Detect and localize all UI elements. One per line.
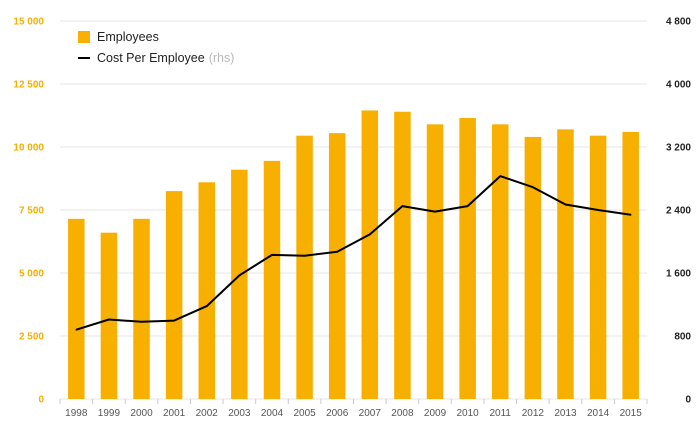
legend-cost-suffix: (rhs) [208,51,235,65]
x-tick-label: 2008 [391,408,414,419]
bar-employees [68,218,85,399]
point-cost-per-employee [532,186,534,188]
left-tick-label: 0 [38,395,44,406]
legend-item-cost: Cost Per Employee (rhs) [78,48,234,68]
x-tick-label: 2007 [359,408,382,419]
x-tick-label: 1998 [65,408,88,419]
legend-cost-label: Cost Per Employee [97,51,205,65]
legend-employees-label: Employees [97,30,159,44]
x-tick-label: 2013 [554,408,577,419]
point-cost-per-employee [238,274,241,277]
point-cost-per-employee [629,213,632,216]
left-axis-ticks: 0 2 500 5 000 7 500 10 000 12 500 15 000 [13,17,44,406]
bar-employees [361,110,379,400]
x-tick-label: 2002 [196,408,219,419]
line-cost-per-employee [76,175,631,331]
legend-line-swatch [78,57,90,59]
right-tick-label: 3 200 [666,143,691,154]
point-cost-per-employee [564,203,567,206]
x-tick-label: 2010 [457,408,480,419]
bar-employees [198,182,215,399]
x-tick-label: 2003 [228,408,251,419]
x-tick-label: 2009 [424,408,447,419]
point-cost-per-employee [369,233,371,236]
point-cost-per-employee [108,318,110,321]
x-tick-label: 2005 [293,408,316,419]
bar-employees [231,169,248,399]
bar-employees [622,131,639,399]
point-cost-per-employee [466,205,469,207]
point-cost-per-employee [597,209,599,211]
left-tick-label: 10 000 [13,143,44,154]
point-cost-per-employee [434,210,436,213]
x-axis-ticks: 1998 1999 2000 2001 2002 2003 2004 2005 2006 2007… [59,399,648,419]
left-tick-label: 2 500 [19,332,44,343]
legend-bar-swatch [78,31,90,43]
right-tick-label: 800 [674,332,691,343]
left-tick-label: 7 500 [19,206,44,217]
point-cost-per-employee [499,175,502,177]
bar-employees [524,136,542,400]
x-tick-label: 2011 [489,408,511,419]
x-tick-label: 2001 [163,408,186,419]
point-cost-per-employee [205,305,208,307]
bar-employees [589,135,607,399]
left-tick-label: 15 000 [13,17,44,28]
employees-bars [68,110,639,400]
bar-employees [557,129,574,400]
x-tick-label: 2012 [522,408,545,419]
bar-employees [459,118,476,400]
x-tick-label: 2006 [326,408,349,419]
bar-employees [492,124,509,399]
right-tick-label: 2 400 [666,206,691,217]
bar-employees [165,191,183,399]
x-tick-label: 1999 [98,408,121,419]
x-tick-label: 2000 [130,408,153,419]
point-cost-per-employee [303,254,306,257]
point-cost-per-employee [75,328,78,331]
bar-employees [263,160,281,399]
bar-employees [133,218,150,399]
left-tick-label: 12 500 [13,80,44,91]
point-cost-per-employee [173,319,175,322]
bar-employees [328,133,346,399]
right-tick-label: 4 000 [666,80,691,91]
bar-employees [100,232,118,399]
cost-per-employee-line [75,175,632,331]
point-cost-per-employee [140,321,143,323]
right-tick-label: 1 600 [666,269,691,280]
legend-item-employees: Employees [78,27,234,47]
bar-employees [426,124,444,399]
gridlines [60,20,647,400]
right-tick-label: 0 [685,395,691,406]
bar-employees [296,135,313,399]
right-axis-ticks: 0 800 1 600 2 400 3 200 4 000 4 800 [666,17,691,406]
point-cost-per-employee [336,250,338,253]
x-tick-label: 2015 [620,408,643,419]
point-cost-per-employee [401,205,404,207]
legend: Employees Cost Per Employee (rhs) [78,27,234,69]
bar-employees [394,111,411,399]
left-tick-label: 5 000 [19,269,44,280]
x-tick-label: 2014 [587,408,610,419]
x-tick-label: 2004 [261,408,284,419]
point-cost-per-employee [271,254,273,256]
right-tick-label: 4 800 [666,17,691,28]
